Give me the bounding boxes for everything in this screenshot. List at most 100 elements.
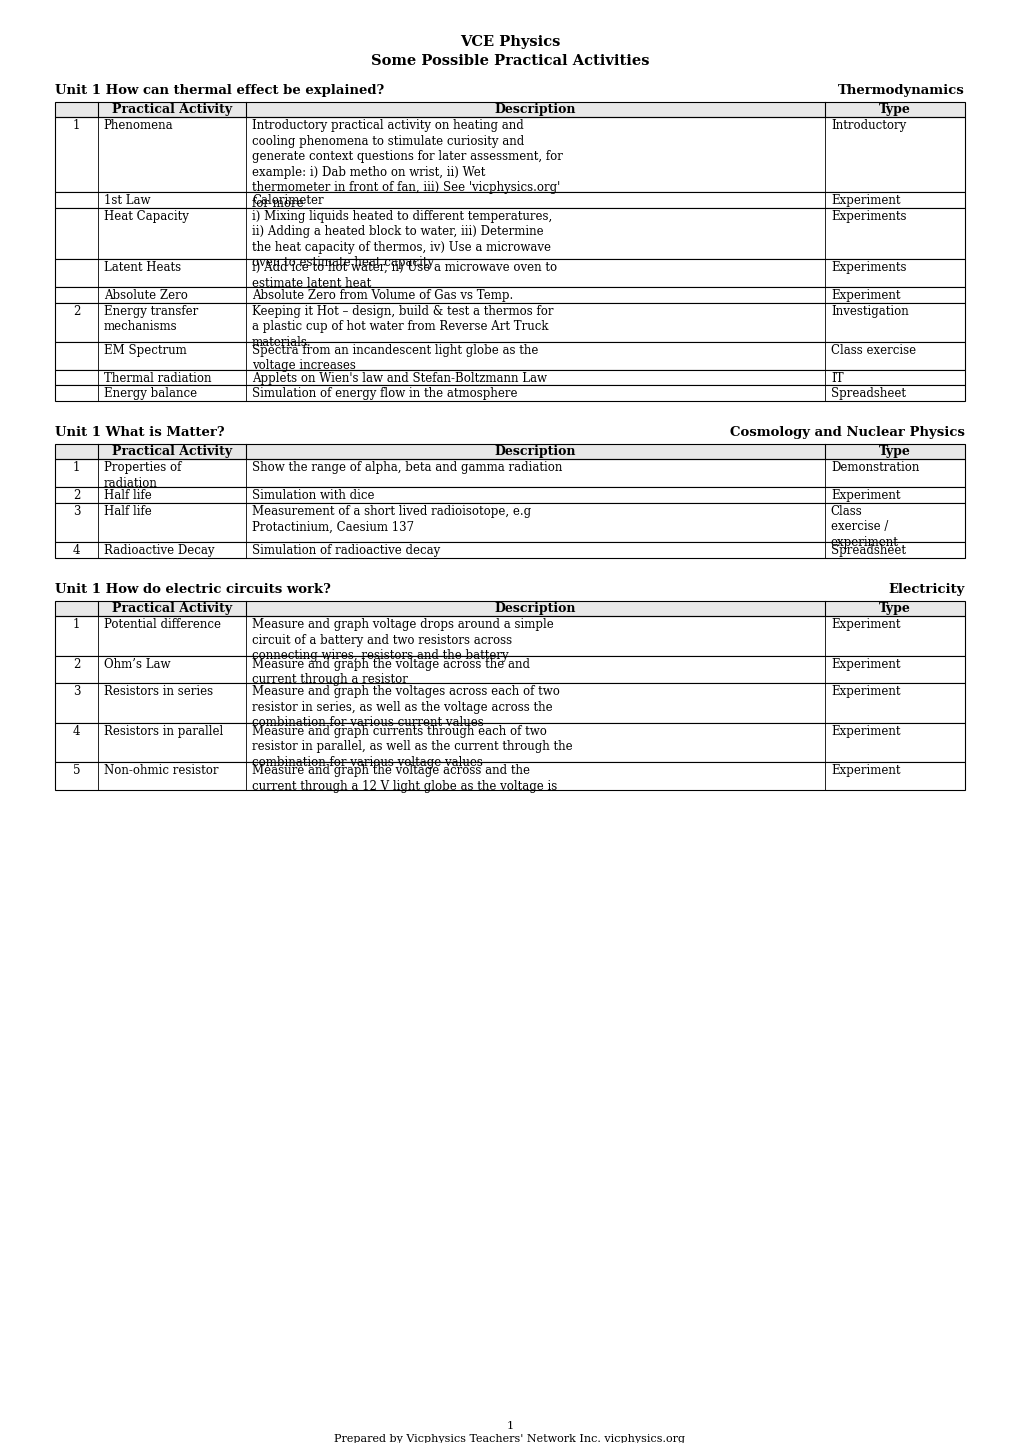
Text: Measure and graph the voltage across the and
current through a resistor: Measure and graph the voltage across the… [252, 658, 530, 687]
Text: Experiments: Experiments [830, 209, 906, 222]
Text: 2: 2 [72, 489, 81, 502]
Text: 3: 3 [72, 685, 81, 698]
Text: Class
exercise /
experiment: Class exercise / experiment [830, 505, 898, 548]
Text: Experiment: Experiment [830, 724, 900, 737]
Bar [55, 101, 964, 117]
Text: Unit 1 How can thermal effect be explained?: Unit 1 How can thermal effect be explain… [55, 84, 384, 97]
Text: 1st Law: 1st Law [104, 195, 150, 208]
Bar [55, 208, 964, 260]
Text: Calorimeter: Calorimeter [252, 195, 323, 208]
Text: Half life: Half life [104, 505, 152, 518]
Text: 4: 4 [72, 724, 81, 737]
Text: i) Add ice to hot water, ii) Use a microwave oven to
estimate latent heat: i) Add ice to hot water, ii) Use a micro… [252, 261, 556, 290]
Bar [55, 303, 964, 342]
Bar [55, 600, 964, 616]
Text: Simulation with dice: Simulation with dice [252, 489, 374, 502]
Text: 2: 2 [72, 658, 81, 671]
Text: Unit 1 How do electric circuits work?: Unit 1 How do electric circuits work? [55, 583, 330, 596]
Text: Energy balance: Energy balance [104, 387, 197, 400]
Text: Simulation of radioactive decay: Simulation of radioactive decay [252, 544, 440, 557]
Text: Experiments: Experiments [830, 261, 906, 274]
Text: Show the range of alpha, beta and gamma radiation: Show the range of alpha, beta and gamma … [252, 462, 561, 475]
Text: Potential difference: Potential difference [104, 618, 220, 631]
Text: Phenomena: Phenomena [104, 120, 173, 133]
Text: 3: 3 [72, 505, 81, 518]
Text: Introductory practical activity on heating and
cooling phenomena to stimulate cu: Introductory practical activity on heati… [252, 120, 562, 209]
Text: Spectra from an incandescent light globe as the
voltage increases: Spectra from an incandescent light globe… [252, 343, 538, 372]
Text: Type: Type [878, 102, 910, 115]
Bar [55, 385, 964, 401]
Text: Practical Activity: Practical Activity [112, 102, 231, 115]
Text: Description: Description [494, 602, 576, 615]
Bar [55, 543, 964, 558]
Text: Radioactive Decay: Radioactive Decay [104, 544, 214, 557]
Text: Unit 1 What is Matter?: Unit 1 What is Matter? [55, 426, 224, 439]
Text: 4: 4 [72, 544, 81, 557]
Text: Simulation of energy flow in the atmosphere: Simulation of energy flow in the atmosph… [252, 387, 517, 400]
Text: Latent Heats: Latent Heats [104, 261, 180, 274]
Bar [55, 459, 964, 486]
Text: Description: Description [494, 444, 576, 457]
Text: Measure and graph currents through each of two
resistor in parallel, as well as : Measure and graph currents through each … [252, 724, 572, 769]
Text: i) Mixing liquids heated to different temperatures,
ii) Adding a heated block to: i) Mixing liquids heated to different te… [252, 209, 552, 270]
Text: Experiment: Experiment [830, 195, 900, 208]
Text: Heat Capacity: Heat Capacity [104, 209, 189, 222]
Text: Experiment: Experiment [830, 685, 900, 698]
Text: Ohm’s Law: Ohm’s Law [104, 658, 170, 671]
Bar [55, 443, 964, 459]
Bar [55, 486, 964, 502]
Text: 1: 1 [72, 120, 81, 133]
Bar [55, 117, 964, 192]
Text: Measure and graph the voltage across and the
current through a 12 V light globe : Measure and graph the voltage across and… [252, 765, 556, 792]
Text: Absolute Zero: Absolute Zero [104, 289, 187, 302]
Text: Properties of
radiation: Properties of radiation [104, 462, 181, 491]
Text: Spreadsheet: Spreadsheet [830, 544, 905, 557]
Text: Experiment: Experiment [830, 765, 900, 778]
Bar [55, 616, 964, 655]
Text: Experiment: Experiment [830, 618, 900, 631]
Text: Applets on Wien's law and Stefan-Boltzmann Law: Applets on Wien's law and Stefan-Boltzma… [252, 371, 546, 384]
Text: Type: Type [878, 444, 910, 457]
Text: Description: Description [494, 102, 576, 115]
Bar [55, 443, 964, 459]
Text: Experiment: Experiment [830, 489, 900, 502]
Text: 5: 5 [72, 765, 81, 778]
Bar [55, 723, 964, 762]
Bar [55, 684, 964, 723]
Bar [55, 101, 964, 117]
Text: Experiment: Experiment [830, 658, 900, 671]
Text: Electricity: Electricity [888, 583, 964, 596]
Text: Spreadsheet: Spreadsheet [830, 387, 905, 400]
Text: Thermodynamics: Thermodynamics [838, 84, 964, 97]
Text: 1: 1 [506, 1421, 513, 1431]
Text: 1: 1 [72, 618, 81, 631]
Text: Introductory: Introductory [830, 120, 905, 133]
Text: Half life: Half life [104, 489, 152, 502]
Text: IT: IT [830, 371, 843, 384]
Text: Practical Activity: Practical Activity [112, 444, 231, 457]
Text: Keeping it Hot – design, build & test a thermos for
a plastic cup of hot water f: Keeping it Hot – design, build & test a … [252, 304, 553, 349]
Text: Thermal radiation: Thermal radiation [104, 371, 211, 384]
Text: Some Possible Practical Activities: Some Possible Practical Activities [370, 53, 649, 68]
Text: EM Spectrum: EM Spectrum [104, 343, 186, 356]
Text: Prepared by Vicphysics Teachers' Network Inc. vicphysics.org: Prepared by Vicphysics Teachers' Network… [334, 1434, 685, 1443]
Text: Measure and graph the voltages across each of two
resistor in series, as well as: Measure and graph the voltages across ea… [252, 685, 559, 729]
Text: Investigation: Investigation [830, 304, 908, 317]
Text: Resistors in parallel: Resistors in parallel [104, 724, 223, 737]
Text: Absolute Zero from Volume of Gas vs Temp.: Absolute Zero from Volume of Gas vs Temp… [252, 289, 513, 302]
Text: 1: 1 [72, 462, 81, 475]
Text: Experiment: Experiment [830, 289, 900, 302]
Bar [55, 502, 964, 543]
Bar [55, 287, 964, 303]
Text: Non-ohmic resistor: Non-ohmic resistor [104, 765, 218, 778]
Text: Cosmology and Nuclear Physics: Cosmology and Nuclear Physics [730, 426, 964, 439]
Bar [55, 655, 964, 684]
Text: Class exercise: Class exercise [830, 343, 915, 356]
Bar [55, 342, 964, 369]
Bar [55, 369, 964, 385]
Text: Demonstration: Demonstration [830, 462, 918, 475]
Bar [55, 192, 964, 208]
Bar [55, 600, 964, 616]
Text: VCE Physics: VCE Physics [460, 35, 559, 49]
Text: Energy transfer
mechanisms: Energy transfer mechanisms [104, 304, 198, 333]
